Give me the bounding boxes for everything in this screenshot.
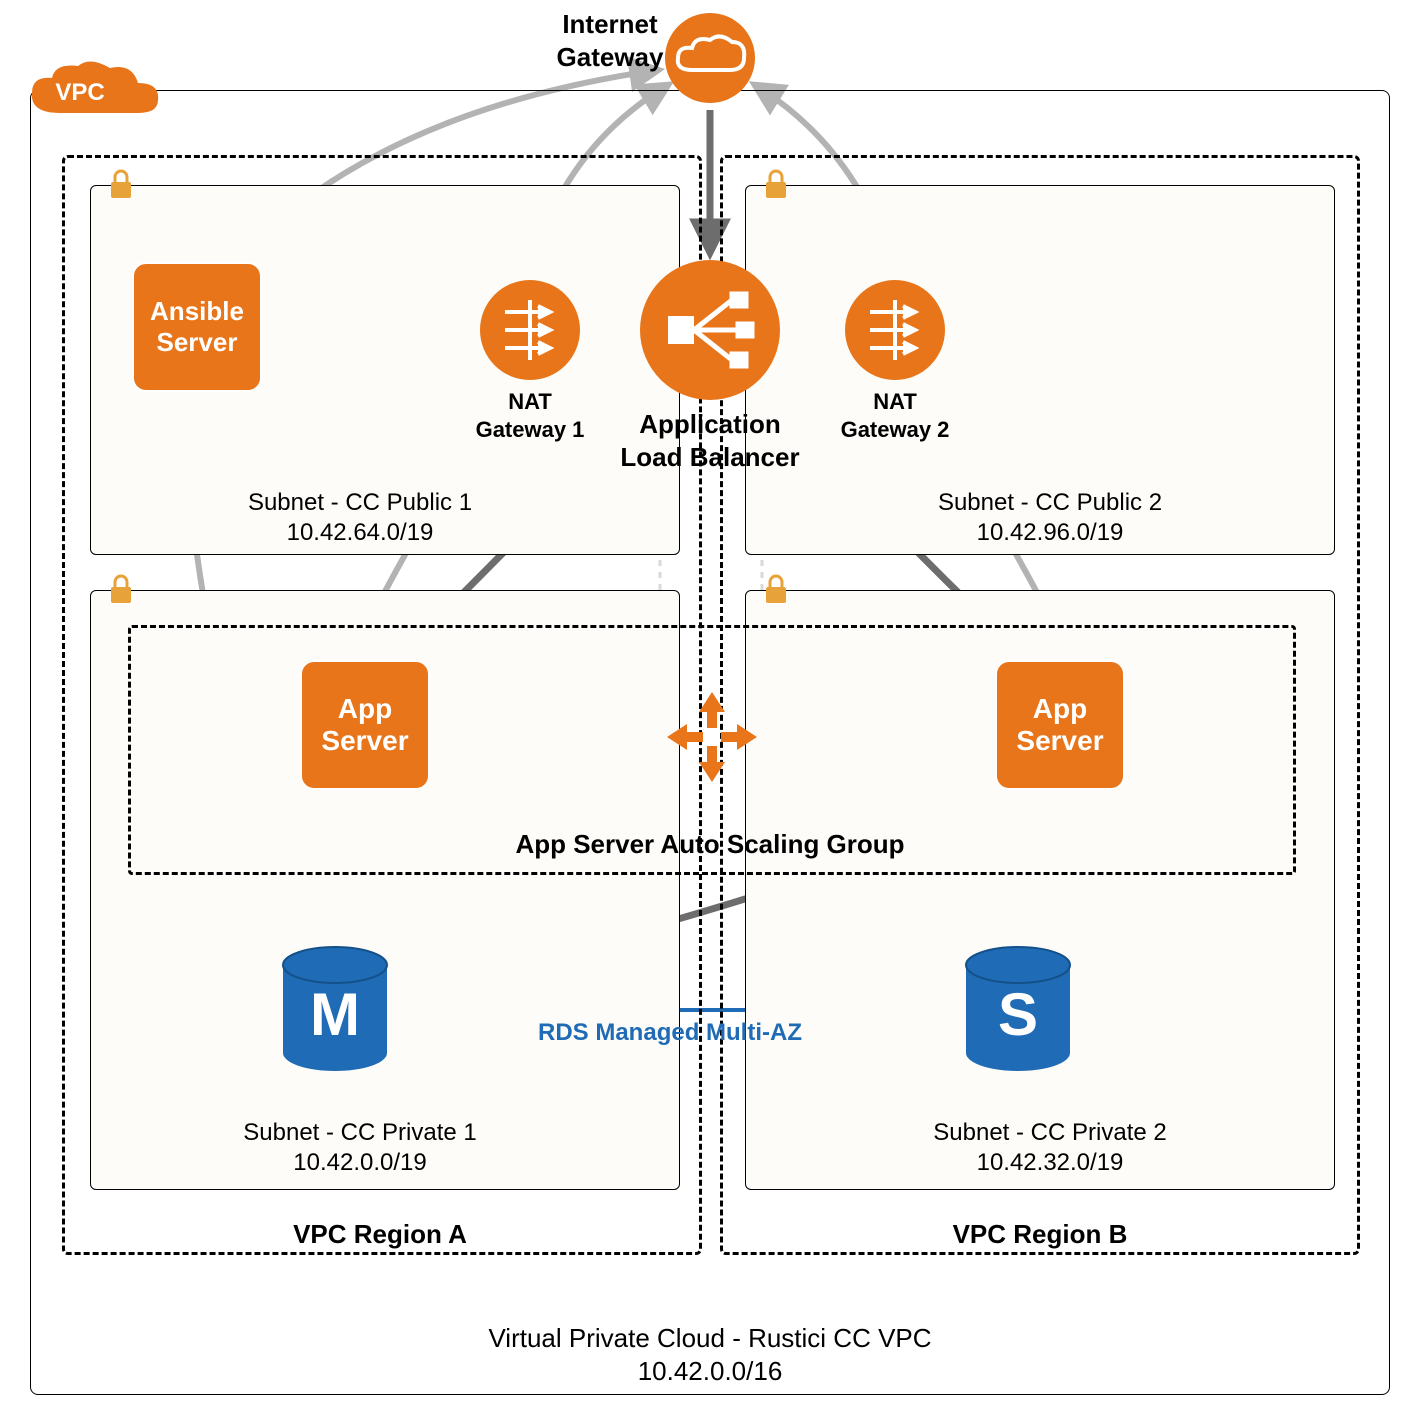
region-a-label: VPC Region A: [230, 1218, 530, 1251]
nat1-node: [480, 280, 580, 380]
svg-text:M: M: [310, 981, 360, 1048]
nat2-node: [845, 280, 945, 380]
subnet-public1-name: Subnet - CC Public 1: [248, 489, 472, 516]
region-b-label: VPC Region B: [890, 1218, 1190, 1251]
nat1-label-text: NATGateway 1: [476, 389, 585, 442]
subnet-private2-name: Subnet - CC Private 2: [933, 1119, 1166, 1146]
subnet-private1-name: Subnet - CC Private 1: [243, 1119, 476, 1146]
alb-label: ApplicationLoad Balancer: [600, 408, 820, 473]
subnet-private1-label: Subnet - CC Private 1 10.42.0.0/19: [180, 1118, 540, 1178]
svg-text:VPC: VPC: [55, 79, 104, 106]
subnet-public2-label: Subnet - CC Public 2 10.42.96.0/19: [870, 488, 1230, 548]
rds-label: RDS Managed Multi-AZ: [470, 1018, 870, 1048]
rds-label-text: RDS Managed Multi-AZ: [538, 1019, 802, 1046]
app1-label: AppServer: [321, 693, 408, 757]
alb-node: [640, 260, 780, 400]
auto-scaling-icon: [665, 690, 759, 784]
ansible-label: AnsibleServer: [150, 296, 244, 358]
region-b-text: VPC Region B: [953, 1219, 1128, 1249]
subnet-private2-cidr: 10.42.32.0/19: [977, 1149, 1124, 1176]
app2-label: AppServer: [1016, 693, 1103, 757]
subnet-public1-cidr: 10.42.64.0/19: [287, 519, 434, 546]
lock-icon: [108, 573, 134, 605]
app-server-2-node: AppServer: [995, 660, 1125, 790]
asg-label: App Server Auto Scaling Group: [490, 828, 930, 861]
lock-icon: [763, 573, 789, 605]
alb-label-text: ApplicationLoad Balancer: [620, 409, 799, 472]
lock-icon: [108, 168, 134, 200]
asg-label-text: App Server Auto Scaling Group: [515, 829, 904, 859]
nat1-label: NATGateway 1: [455, 388, 605, 443]
ansible-server-node: AnsibleServer: [132, 262, 262, 392]
subnet-public1-label: Subnet - CC Public 1 10.42.64.0/19: [180, 488, 540, 548]
nat2-label: NATGateway 2: [820, 388, 970, 443]
lock-icon: [763, 168, 789, 200]
igw-label: InternetGateway: [520, 8, 700, 73]
subnet-private2-label: Subnet - CC Private 2 10.42.32.0/19: [870, 1118, 1230, 1178]
vpc-footer: Virtual Private Cloud - Rustici CC VPC 1…: [410, 1322, 1010, 1387]
vpc-footer-title: Virtual Private Cloud - Rustici CC VPC: [488, 1323, 931, 1353]
db-master-node: M: [278, 945, 392, 1073]
subnet-public2-cidr: 10.42.96.0/19: [977, 519, 1124, 546]
app-server-1-node: AppServer: [300, 660, 430, 790]
igw-label-text: InternetGateway: [557, 9, 664, 72]
svg-text:S: S: [998, 981, 1038, 1048]
db-standby-node: S: [961, 945, 1075, 1073]
vpc-cloud-badge: VPC: [20, 58, 170, 128]
vpc-footer-cidr: 10.42.0.0/16: [638, 1356, 783, 1386]
region-a-text: VPC Region A: [293, 1219, 467, 1249]
nat2-label-text: NATGateway 2: [841, 389, 950, 442]
subnet-public2-name: Subnet - CC Public 2: [938, 489, 1162, 516]
subnet-private1-cidr: 10.42.0.0/19: [293, 1149, 426, 1176]
